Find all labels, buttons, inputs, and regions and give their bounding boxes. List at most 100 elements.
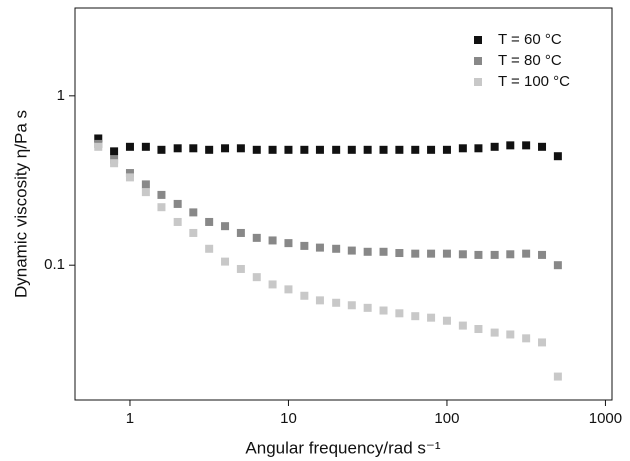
data-point: [347, 145, 356, 154]
data-point: [474, 144, 483, 153]
data-point: [94, 134, 103, 143]
data-point: [173, 217, 182, 226]
legend-marker: [474, 78, 482, 86]
data-point: [411, 312, 420, 321]
data-point: [173, 199, 182, 208]
data-point: [141, 180, 150, 189]
data-point: [141, 142, 150, 151]
data-point: [332, 145, 341, 154]
legend-label: T = 60 °C: [498, 31, 562, 48]
data-point: [236, 228, 245, 237]
data-point: [490, 142, 499, 151]
data-point: [490, 328, 499, 337]
legend-label: T = 80 °C: [498, 52, 562, 69]
data-point: [538, 142, 547, 151]
data-point: [522, 334, 531, 343]
data-point: [300, 145, 309, 154]
data-point: [315, 243, 324, 252]
data-point: [221, 222, 230, 231]
data-point: [221, 144, 230, 153]
data-point: [363, 303, 372, 312]
data-point: [94, 142, 103, 151]
data-point: [442, 249, 451, 258]
legend-label: T = 100 °C: [498, 73, 570, 90]
data-point: [300, 241, 309, 250]
data-point: [125, 169, 134, 178]
data-point: [268, 145, 277, 154]
data-point: [395, 145, 404, 154]
data-point: [442, 316, 451, 325]
data-point: [315, 145, 324, 154]
data-point: [411, 145, 420, 154]
data-point: [474, 325, 483, 334]
x-axis-title: Angular frequency/rad s⁻¹: [245, 438, 440, 457]
data-point: [395, 309, 404, 318]
x-tick-label: 100: [434, 410, 459, 427]
data-point: [553, 152, 562, 161]
data-point: [506, 141, 515, 150]
data-point: [110, 159, 119, 168]
data-point: [268, 280, 277, 289]
data-point: [315, 296, 324, 305]
data-point: [221, 257, 230, 266]
data-point: [268, 236, 277, 245]
data-point: [252, 233, 261, 242]
data-point: [205, 217, 214, 226]
data-point: [458, 321, 467, 330]
data-point: [141, 188, 150, 197]
data-point: [506, 330, 515, 339]
legend-marker: [474, 36, 482, 44]
data-point: [395, 249, 404, 258]
data-point: [173, 144, 182, 153]
data-point: [205, 145, 214, 154]
data-point: [189, 228, 198, 237]
data-point: [347, 246, 356, 255]
data-point: [538, 250, 547, 259]
data-point: [300, 291, 309, 300]
x-tick-label: 1000: [589, 410, 622, 427]
y-tick-label: 1: [57, 87, 65, 104]
data-point: [379, 145, 388, 154]
data-point: [363, 145, 372, 154]
data-point: [125, 173, 134, 182]
data-point: [379, 306, 388, 315]
data-point: [205, 244, 214, 253]
data-point: [458, 250, 467, 259]
data-point: [553, 261, 562, 270]
plot-frame: [74, 7, 613, 401]
data-point: [157, 190, 166, 199]
data-point: [522, 249, 531, 258]
x-tick-label: 1: [126, 410, 134, 427]
data-point: [427, 313, 436, 322]
data-point: [411, 249, 420, 258]
data-point: [284, 239, 293, 248]
data-point: [490, 250, 499, 259]
data-point: [110, 147, 119, 156]
data-point: [506, 250, 515, 259]
data-point: [284, 145, 293, 154]
y-axis-title: Dynamic viscosity η/Pa s: [11, 110, 30, 298]
data-point: [284, 285, 293, 294]
data-point: [125, 142, 134, 151]
data-point: [458, 144, 467, 153]
data-point: [427, 249, 436, 258]
y-tick-label: 0.1: [44, 256, 65, 273]
data-point: [427, 145, 436, 154]
data-point: [157, 203, 166, 212]
data-point: [553, 372, 562, 381]
data-point: [236, 144, 245, 153]
data-point: [442, 145, 451, 154]
data-point: [363, 247, 372, 256]
data-point: [522, 141, 531, 150]
data-point: [236, 264, 245, 273]
data-point: [332, 298, 341, 307]
data-point: [157, 145, 166, 154]
data-point: [379, 247, 388, 256]
data-point: [189, 208, 198, 217]
data-point: [474, 250, 483, 259]
data-point: [252, 145, 261, 154]
legend-marker: [474, 57, 482, 65]
data-point: [332, 244, 341, 253]
x-tick-label: 10: [280, 410, 297, 427]
